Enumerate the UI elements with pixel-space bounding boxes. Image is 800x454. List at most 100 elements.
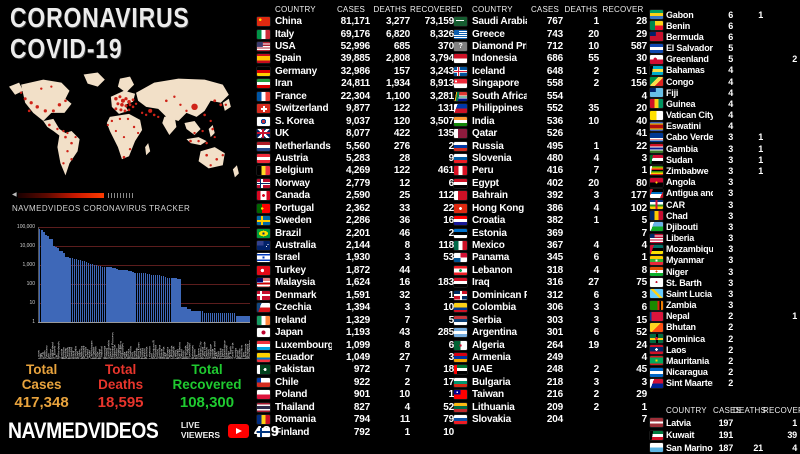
country-flag-icon bbox=[454, 129, 467, 138]
country-name: Spain bbox=[272, 53, 332, 64]
cases-value: 792 bbox=[332, 427, 370, 438]
country-flag-icon bbox=[257, 390, 270, 399]
recovered-value: 17 bbox=[410, 377, 454, 388]
country-name: Turkey bbox=[272, 265, 332, 276]
recovered-value: 22 bbox=[599, 141, 647, 152]
chart-x-label: Lebanon bbox=[149, 323, 151, 359]
chart-x-label: Laos bbox=[243, 323, 245, 359]
chart-x-label: Serbia bbox=[157, 323, 159, 359]
country-flag-icon bbox=[650, 418, 663, 427]
deaths-value: 19 bbox=[563, 340, 599, 351]
recovered-value: 6 bbox=[410, 178, 454, 189]
country-flag-icon bbox=[650, 21, 663, 30]
cases-value: 2,779 bbox=[332, 178, 370, 189]
chart-x-label: Dominica bbox=[241, 323, 243, 359]
country-name: Argentina bbox=[469, 327, 527, 338]
cases-value: 712 bbox=[527, 41, 563, 52]
header-recovered: RECOVERED bbox=[410, 5, 454, 14]
deaths-value: 1 bbox=[733, 132, 763, 142]
deaths-value: 10 bbox=[370, 389, 410, 400]
country-flag-icon bbox=[257, 117, 270, 126]
country-flag-icon bbox=[257, 229, 270, 238]
cases-value: 767 bbox=[527, 16, 563, 27]
cases-value: 2,362 bbox=[332, 203, 370, 214]
recovered-value: 45 bbox=[599, 364, 647, 375]
table-header: COUNTRY CASES DEATHS RECOVER bbox=[453, 0, 647, 15]
cases-value: 4 bbox=[713, 121, 733, 131]
deaths-value: 1 bbox=[563, 215, 599, 226]
deaths-value: 1 bbox=[733, 10, 763, 20]
country-flag-icon bbox=[257, 341, 270, 350]
country-flag-icon bbox=[454, 303, 467, 312]
country-name: Colombia bbox=[469, 302, 527, 313]
recovered-value: 73,159 bbox=[410, 16, 454, 27]
country-name: Italy bbox=[272, 29, 332, 40]
recovered-value: 39 bbox=[763, 430, 797, 440]
deaths-value: 2 bbox=[563, 78, 599, 89]
deaths-value: 4 bbox=[563, 203, 599, 214]
country-flag-icon bbox=[257, 17, 270, 26]
country-flag-icon bbox=[650, 122, 663, 131]
cases-value: 5 bbox=[713, 43, 733, 53]
cases-value: 2 bbox=[713, 356, 733, 366]
country-flag-icon bbox=[257, 278, 270, 287]
country-name: Benin bbox=[663, 21, 713, 31]
country-name: Myanmar bbox=[663, 255, 713, 265]
total-recovered-label-line2: Recovered bbox=[172, 377, 241, 392]
cases-value: 3 bbox=[713, 200, 733, 210]
deaths-value: 35 bbox=[563, 103, 599, 114]
cases-bar-chart-plot bbox=[38, 227, 251, 322]
deaths-value: 6 bbox=[563, 290, 599, 301]
cases-value: 316 bbox=[527, 277, 563, 288]
country-flag-icon bbox=[257, 241, 270, 250]
recovered-value: 41 bbox=[599, 128, 647, 139]
country-name: Finland bbox=[272, 427, 332, 438]
recovered-value: 4 bbox=[599, 352, 647, 363]
cases-value: 922 bbox=[332, 377, 370, 388]
recovered-value: 18 bbox=[410, 364, 454, 375]
recovered-value: 2 bbox=[410, 141, 454, 152]
country-name: Eswatini bbox=[663, 121, 713, 131]
country-flag-icon bbox=[650, 222, 663, 231]
table-row: Mozambique3 bbox=[649, 244, 797, 255]
chart-x-label: Austria bbox=[61, 323, 63, 359]
recovered-value: 1 bbox=[410, 290, 454, 301]
cases-value: 3 bbox=[713, 144, 733, 154]
world-map bbox=[7, 69, 249, 187]
recovered-value: 4 bbox=[599, 240, 647, 251]
country-name: Dominica bbox=[663, 334, 713, 344]
header-country: COUNTRY bbox=[469, 5, 527, 14]
deaths-value: 4 bbox=[563, 153, 599, 164]
cases-value: 2 bbox=[713, 367, 733, 377]
country-name: Austria bbox=[272, 153, 332, 164]
recovered-value: 10 bbox=[410, 302, 454, 313]
total-deaths-label-line2: Deaths bbox=[98, 377, 144, 392]
country-flag-icon bbox=[454, 54, 467, 63]
cases-value: 8,077 bbox=[332, 128, 370, 139]
recovered-value: 6 bbox=[599, 302, 647, 313]
deaths-value: 122 bbox=[370, 103, 410, 114]
deaths-value: 6,820 bbox=[370, 29, 410, 40]
recovered-value: 4 bbox=[599, 91, 647, 102]
country-name: Panama bbox=[469, 252, 527, 263]
